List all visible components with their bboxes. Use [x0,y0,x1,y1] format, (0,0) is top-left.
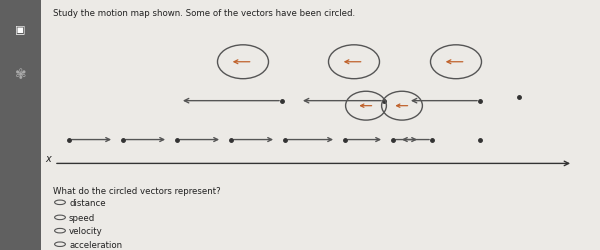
Text: ▣: ▣ [15,25,26,35]
Text: ✾: ✾ [14,68,26,82]
Text: acceleration: acceleration [69,240,122,249]
Text: distance: distance [69,198,106,207]
Text: What do the circled vectors represent?: What do the circled vectors represent? [53,186,220,195]
Text: x: x [45,154,51,164]
Bar [0,0,41,250]
Text: speed: speed [69,213,95,222]
Text: velocity: velocity [69,226,103,235]
Text: Study the motion map shown. Some of the vectors have been circled.: Study the motion map shown. Some of the … [53,9,355,18]
